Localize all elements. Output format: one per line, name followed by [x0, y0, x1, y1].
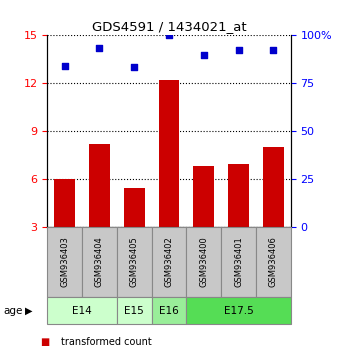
Bar — [228, 164, 249, 227]
Text: transformed count: transformed count — [61, 337, 151, 347]
Bar — [152, 227, 186, 297]
Point — [166, 33, 172, 38]
Bar — [221, 227, 256, 297]
Text: GSM936404: GSM936404 — [95, 236, 104, 287]
Text: E16: E16 — [159, 306, 179, 316]
Text: E15: E15 — [124, 306, 144, 316]
Bar — [186, 227, 221, 297]
Bar — [152, 297, 186, 324]
Point — [62, 63, 67, 68]
Bar — [47, 297, 117, 324]
Text: ▶: ▶ — [25, 306, 32, 316]
Text: GSM936406: GSM936406 — [269, 236, 278, 287]
Title: GDS4591 / 1434021_at: GDS4591 / 1434021_at — [92, 20, 246, 33]
Bar — [89, 144, 110, 227]
Text: GSM936405: GSM936405 — [130, 236, 139, 287]
Bar — [159, 80, 179, 227]
Point — [97, 45, 102, 51]
Bar — [117, 227, 152, 297]
Text: E14: E14 — [72, 306, 92, 316]
Text: GSM936403: GSM936403 — [60, 236, 69, 287]
Bar — [54, 179, 75, 227]
Text: GSM936400: GSM936400 — [199, 236, 208, 287]
Bar — [82, 227, 117, 297]
Text: GSM936401: GSM936401 — [234, 236, 243, 287]
Bar — [256, 227, 291, 297]
Text: E17.5: E17.5 — [224, 306, 254, 316]
Point — [236, 47, 241, 52]
Bar — [124, 188, 145, 227]
Text: GSM936402: GSM936402 — [165, 236, 173, 287]
Bar — [263, 147, 284, 227]
Text: age: age — [3, 306, 23, 316]
Point — [201, 52, 207, 57]
Text: ■: ■ — [41, 337, 50, 347]
Bar — [193, 166, 214, 227]
Point — [131, 64, 137, 70]
Bar — [117, 297, 152, 324]
Point — [271, 47, 276, 52]
Bar — [186, 297, 291, 324]
Bar — [47, 227, 82, 297]
